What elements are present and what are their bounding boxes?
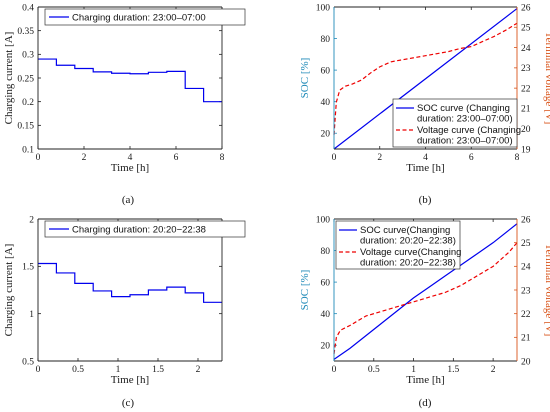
- y-right-tick-label: 24: [521, 263, 531, 273]
- y-axis-label: SOC [%]: [299, 270, 311, 311]
- chart-d: 0 0.5 1 1.5 2 20 40 60 80 100 20 21 22 23 24 25 26 Time […: [299, 215, 550, 409]
- subfigure-caption: (c): [122, 397, 135, 409]
- legend-entry: SOC curve (Changing duration: 23:00–07:00…: [417, 103, 513, 125]
- x-tick-label: 1.5: [152, 365, 164, 375]
- plot-area: [38, 7, 222, 149]
- plot-area: [38, 219, 222, 361]
- x-tick-label: 8: [220, 153, 225, 163]
- y-tick-label: 0.2: [22, 98, 34, 108]
- y-right-tick-label: 26: [521, 3, 531, 13]
- y-tick-label: 80: [321, 35, 331, 45]
- y-tick-label: 60: [321, 278, 331, 288]
- x-tick-label: 8: [515, 153, 520, 163]
- legend: SOC curve (Changing duration: 23:00–07:00…: [392, 98, 521, 148]
- series-line-voltage: [333, 242, 518, 354]
- x-tick-label: 1.5: [447, 365, 459, 375]
- y-tick-label: 0.1: [22, 145, 34, 155]
- x-tick-label: 2: [491, 365, 496, 375]
- x-tick-label: 0.5: [368, 365, 380, 375]
- x-tick-label: 0: [36, 365, 41, 375]
- x-tick-label: 6: [469, 153, 474, 163]
- y-right-tick-label: 19: [521, 145, 531, 155]
- legend-box: [44, 8, 246, 26]
- series-line-current: [38, 262, 222, 303]
- y-right-tick-label: 20: [521, 125, 531, 135]
- y-right-tick-label: 22: [521, 310, 531, 320]
- legend-entry: Charging duration: 23:00–07:00: [72, 12, 206, 23]
- y-tick-label: 0.3: [22, 51, 34, 61]
- legend-entry: SOC curve(Changing duration: 20:20−22:38): [360, 225, 456, 247]
- subfigure-caption: (d): [419, 397, 432, 409]
- legend-entry: Voltage curve (Changing duration: 23:00–0…: [417, 125, 521, 147]
- x-tick-label: 0: [332, 153, 337, 163]
- legend: SOC curve(Changing duration: 20:20−22:38)…: [335, 220, 461, 270]
- y-right-tick-label: 23: [521, 286, 531, 296]
- y-right-tick-label: 23: [521, 64, 531, 74]
- y-right-tick-label: 20: [521, 357, 531, 367]
- y-tick-label: 0.15: [17, 122, 34, 132]
- y-right-tick-label: 21: [521, 105, 531, 115]
- y-right-tick-label: 22: [521, 84, 531, 94]
- legend-box: [335, 220, 461, 270]
- x-axis-label: Time [h]: [406, 162, 444, 174]
- y-axis-label: SOC [%]: [299, 58, 311, 99]
- y-tick-label: 2: [29, 215, 34, 225]
- series-line-voltage: [333, 22, 518, 135]
- y-tick-label: 100: [316, 3, 331, 13]
- series-line-current: [38, 58, 222, 103]
- x-tick-label: 1: [411, 365, 416, 375]
- y-tick-label: 0.25: [17, 74, 34, 84]
- legend-box: [392, 98, 518, 148]
- legend-entry: Voltage curve(Changing duration: 20:20−22…: [360, 247, 461, 269]
- y-tick-label: 0.5: [22, 357, 34, 367]
- legend: Charging duration: 20:20−22:38: [44, 220, 246, 238]
- x-tick-label: 0: [36, 153, 41, 163]
- x-axis-label: Time [h]: [111, 162, 149, 174]
- x-tick-label: 0.5: [72, 365, 84, 375]
- x-tick-label: 6: [174, 153, 179, 163]
- y-right-tick-label: 25: [521, 24, 531, 34]
- x-tick-label: 2: [377, 153, 382, 163]
- x-tick-label: 0: [332, 365, 337, 375]
- y-right-tick-label: 25: [521, 239, 531, 249]
- y-right-tick-label: 24: [521, 44, 531, 54]
- subfigure-caption: (a): [122, 194, 135, 206]
- y-tick-label: 60: [321, 66, 331, 76]
- x-tick-label: 2: [196, 365, 201, 375]
- x-tick-label: 4: [423, 153, 428, 163]
- y-tick-label: 1.5: [22, 263, 34, 273]
- x-axis-label: Time [h]: [406, 374, 444, 386]
- y-tick-label: 80: [321, 247, 331, 257]
- x-tick-label: 1: [116, 365, 121, 375]
- y-axis-label: Charging current [A]: [3, 32, 15, 125]
- y-tick-label: 0.35: [17, 27, 34, 37]
- x-axis-label: Time [h]: [111, 374, 149, 386]
- y-tick-label: 1: [29, 310, 34, 320]
- x-tick-label: 4: [128, 153, 133, 163]
- y-tick-label: 20: [321, 130, 331, 140]
- y-right-axis-label: Terminal voltage [V]: [543, 32, 550, 125]
- series-line-soc: [333, 8, 518, 150]
- y-tick-label: 100: [316, 215, 331, 225]
- subfigure-caption: (b): [419, 194, 432, 206]
- y-right-tick-label: 26: [521, 215, 531, 225]
- y-tick-label: 40: [321, 98, 331, 108]
- y-tick-label: 40: [321, 310, 331, 320]
- legend-entry: Charging duration: 20:20−22:38: [72, 224, 206, 235]
- y-tick-label: 20: [321, 342, 331, 352]
- y-right-axis-label: Terminal voltage [V]: [543, 244, 550, 337]
- legend: Charging duration: 23:00–07:00: [44, 8, 246, 26]
- y-axis-label: Charging current [A]: [3, 244, 15, 337]
- chart-a: 0 2 4 6 8 0.1 0.15 0.2 0.25 0.3 0.35 0.4 Time [h] Cha…: [3, 3, 246, 206]
- series-line-soc: [333, 223, 518, 360]
- x-tick-label: 2: [82, 153, 87, 163]
- y-tick-label: 0.4: [22, 3, 34, 13]
- y-right-tick-label: 21: [521, 334, 531, 344]
- legend-box: [44, 220, 246, 238]
